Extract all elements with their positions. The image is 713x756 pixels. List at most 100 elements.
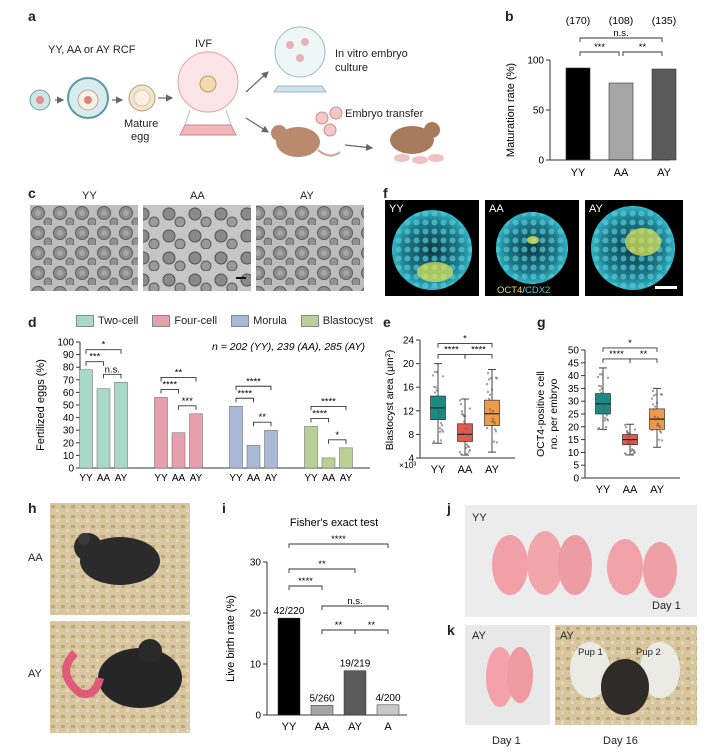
chart-e-y-tick-label-3: 16	[403, 383, 415, 394]
chart-d-x-label-2-2: AY	[265, 473, 278, 484]
chart-e-y-tick-label-5: 24	[403, 336, 415, 347]
mature-egg-label-2: egg	[131, 131, 150, 143]
chart-d-sig-2-0-line	[235, 385, 272, 391]
chart-g-point-2-21	[657, 438, 661, 441]
panel-letter-g: g	[537, 314, 546, 330]
pups-j-label: YY	[472, 512, 487, 524]
chart-d-y-tick-label-3: 30	[63, 426, 75, 437]
chart-b-count-1: (108)	[609, 15, 634, 27]
chart-d-x-label-0-0: YY	[79, 473, 93, 484]
chart-d-x-label-3-0: YY	[304, 473, 318, 484]
chart-d-sig-2-2-line	[253, 421, 272, 427]
chart-e-point-1-11	[458, 399, 462, 402]
pup-1-label: Pup 1	[578, 647, 603, 658]
chart-i-sig-4-label: **	[335, 620, 343, 631]
micrograph-label-yy: YY	[82, 190, 97, 202]
chart-i-data-label-3: 4/200	[375, 693, 400, 704]
chart-b-sig-2-line	[622, 51, 663, 56]
chart-b-sig-2-label: **	[639, 42, 647, 53]
chart-g-point-1-7	[629, 439, 633, 442]
chart-d-sig-3-2-label: *	[335, 430, 339, 441]
chart-g-y-tick-label-10: 50	[568, 346, 580, 357]
chart-d-bar-0-0	[79, 369, 93, 469]
chart-g-point-2-19	[660, 393, 664, 396]
chart-i-x-label-2: AY	[348, 721, 363, 733]
chart-e-point-0-7	[437, 412, 441, 415]
chart-i-bar-yy	[277, 617, 301, 716]
chart-g-point-1-2	[631, 442, 635, 445]
panel-letter-e: e	[383, 314, 391, 330]
chart-g-sig-2-label: **	[640, 349, 648, 360]
chart-e-sig-0-label: *	[463, 334, 467, 345]
chart-b-sig-1-line	[579, 51, 620, 56]
chart-e-point-0-11	[431, 374, 435, 377]
chart-b-sig-1-label: ***	[594, 42, 605, 53]
chart-e-y-label: Blastocyst area (μm2)	[384, 350, 396, 450]
stain-legend: OCT4/CDX2	[497, 285, 550, 296]
chart-e-point-0-2	[439, 421, 443, 425]
chart-g-point-0-21	[603, 419, 607, 422]
chart-g-y-tick-label-1: 5	[573, 461, 579, 472]
chart-d-x-label-3-2: AY	[340, 473, 353, 484]
chart-d-x-label-1-0: YY	[154, 473, 168, 484]
chart-g-y-label-2: no. per embryo	[548, 379, 560, 450]
chart-d-sig-3-1-line	[310, 417, 329, 423]
chart-i-y-tick-label-3: 30	[250, 558, 262, 569]
chart-e-point-2-2	[493, 422, 497, 425]
chart-b-bar-aa	[608, 82, 634, 161]
micrograph-images	[30, 205, 364, 291]
chart-e-point-0-19	[441, 375, 445, 378]
pups-photo-k	[465, 625, 697, 725]
embryo-transfer-label: Embryo transfer	[345, 108, 424, 120]
chart-i-x-label-0: YY	[282, 721, 297, 733]
chart-e-point-0-10	[438, 427, 442, 430]
pups-k-label-2: AY	[560, 630, 574, 642]
chart-e-box-yy	[430, 363, 446, 445]
chart-d-note: n = 202 (YY), 239 (AA), 285 (AY)	[212, 341, 365, 353]
chart-i-data-label-2: 19/219	[340, 659, 371, 670]
chart-g-box-aa	[622, 423, 638, 456]
chart-g-point-2-9	[653, 405, 657, 408]
chart-b-y-tick-label-2: 100	[527, 56, 544, 67]
schematic-drawing	[29, 26, 444, 164]
chart-e-point-1-7	[464, 427, 468, 430]
chart-g-y-tick-label-9: 45	[568, 358, 580, 369]
chart-e-point-0-15	[436, 409, 440, 413]
chart-d-sig-2-1-label: ****	[237, 388, 252, 399]
chart-e-point-2-18	[491, 417, 495, 421]
chart-g-point-2-7	[656, 416, 660, 420]
chart-d-sig-1-1-label: ****	[162, 379, 177, 390]
pups-k-day-16: Day 16	[603, 735, 638, 747]
chart-d-x-label-0-1: AA	[97, 473, 111, 484]
chart-e-point-2-7	[491, 409, 495, 413]
chart-g-point-0-18	[602, 408, 606, 412]
fluor-label-yy: YY	[389, 203, 404, 215]
chart-b-x-label-2: AY	[657, 167, 672, 179]
chart-e-point-2-20	[488, 408, 492, 411]
chart-e-point-0-12	[435, 389, 439, 392]
chart-e-point-0-6	[433, 370, 437, 374]
chart-i-sig-1-label: **	[318, 559, 326, 570]
chart-e-point-2-3	[486, 372, 490, 375]
chart-e-point-1-14	[459, 403, 463, 406]
chart-g-point-2-3	[651, 389, 655, 393]
chart-g-sig-0-label: *	[628, 338, 632, 349]
chart-d-y-tick-label-4: 40	[63, 413, 75, 424]
in-vitro-label-2: culture	[335, 62, 369, 74]
panel-letter-d: d	[28, 314, 37, 330]
chart-e-point-0-4	[436, 395, 440, 398]
legend-two-cell-label: Two-cell	[98, 315, 139, 327]
chart-e-x-label-2: AY	[485, 464, 500, 476]
chart-e-point-2-9	[488, 393, 492, 397]
chart-d-sig-2-2-label: **	[259, 412, 267, 423]
chart-e-point-1-20	[461, 431, 465, 434]
chart-g-y-label-1: OCT4-positive cell	[535, 371, 547, 457]
chart-g-point-2-12	[654, 418, 658, 421]
chart-g-point-1-20	[626, 441, 630, 444]
chart-g-y-tick-label-7: 35	[568, 384, 580, 395]
chart-e-x-label-1: AA	[458, 464, 473, 476]
pups-k-label-1: AY	[472, 630, 486, 642]
chart-e-point-1-3	[459, 452, 463, 456]
